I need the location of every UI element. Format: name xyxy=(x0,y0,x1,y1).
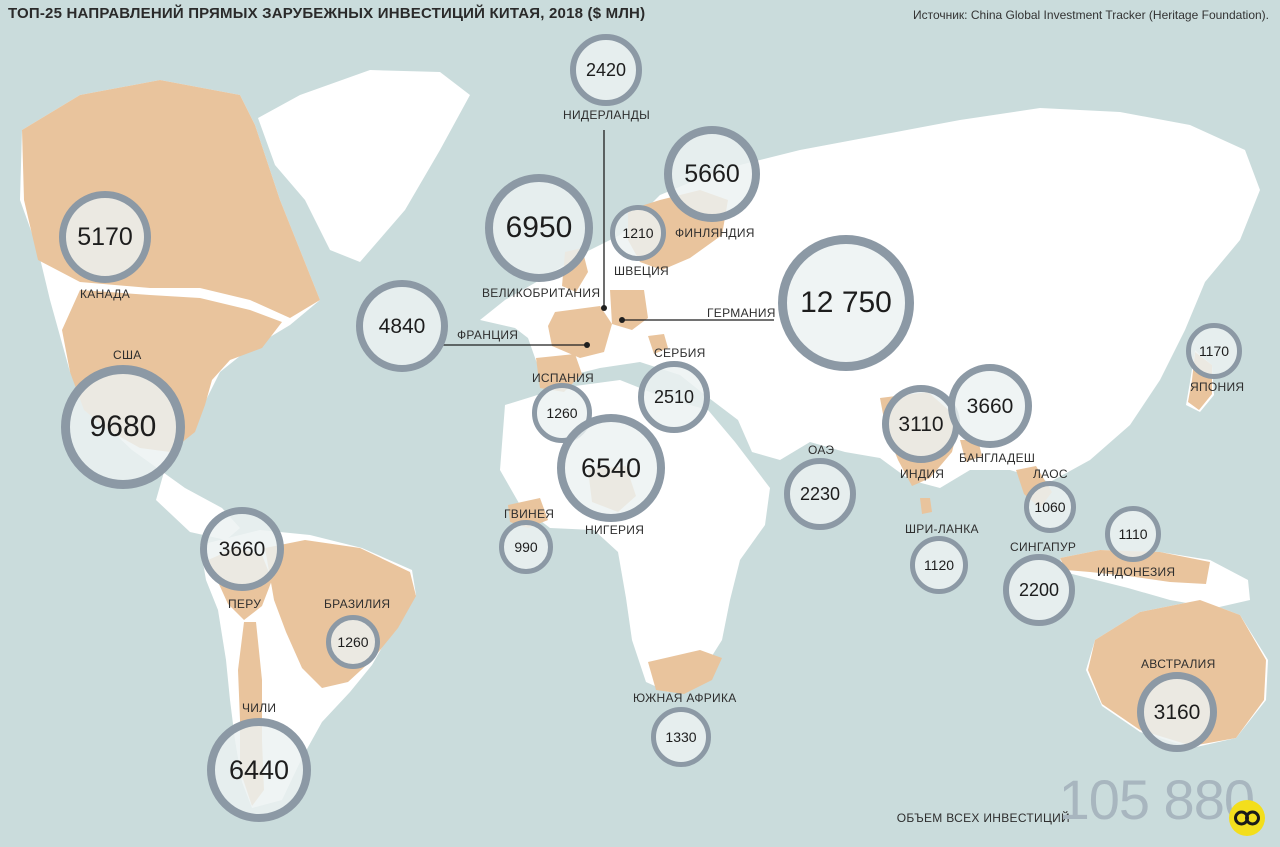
bubble-usa: 9680 xyxy=(61,365,185,489)
bubble-singapore: 2200 xyxy=(1003,554,1075,626)
france-dot xyxy=(584,342,590,348)
bubble-netherlands: 2420 xyxy=(570,34,642,106)
label-nigeria: НИГЕРИЯ xyxy=(585,523,645,537)
bubble-bangladesh: 3660 xyxy=(948,364,1032,448)
label-laos: ЛАОС xyxy=(1033,467,1068,481)
bubble-chile: 6440 xyxy=(207,718,311,822)
bubble-uae: 2230 xyxy=(784,458,856,530)
value-brazil: 1260 xyxy=(337,634,369,650)
label-indonesia: ИНДОНЕЗИЯ xyxy=(1097,565,1176,579)
value-chile: 6440 xyxy=(228,754,290,785)
label-guinea: ГВИНЕЯ xyxy=(504,507,555,521)
leader-lines xyxy=(440,130,774,346)
value-peru: 3660 xyxy=(218,537,266,561)
label-singapore: СИНГАПУР xyxy=(1010,540,1077,554)
label-uae: ОАЭ xyxy=(808,443,835,457)
value-guinea: 990 xyxy=(514,539,538,555)
bubble-peru: 3660 xyxy=(200,507,284,591)
label-spain: ИСПАНИЯ xyxy=(532,371,594,385)
label-finland: ФИНЛЯНДИЯ xyxy=(675,226,755,240)
spain-shape xyxy=(536,354,582,392)
bubble-brazil: 1260 xyxy=(326,615,380,669)
bubble-sri-lanka: 1120 xyxy=(910,536,968,594)
source-note: Источник: China Global Investment Tracke… xyxy=(912,8,1269,22)
value-spain: 1260 xyxy=(546,405,578,421)
value-finland: 5660 xyxy=(684,159,740,188)
value-laos: 1060 xyxy=(1034,499,1066,515)
bubble-guinea: 990 xyxy=(499,520,553,574)
sri-lanka-shape xyxy=(920,498,932,514)
label-usa: США xyxy=(113,348,142,362)
label-south-africa: ЮЖНАЯ АФРИКА xyxy=(633,691,737,705)
value-usa: 9680 xyxy=(89,410,157,443)
total-label: ОБЪЕМ ВСЕХ ИНВЕСТИЦИЙ xyxy=(896,811,1070,825)
bubble-canada: 5170 xyxy=(59,191,151,283)
bubble-south-africa: 1330 xyxy=(651,707,711,767)
label-india: ИНДИЯ xyxy=(900,467,945,481)
serbia-shape xyxy=(648,334,668,354)
value-germany: 12 750 xyxy=(800,286,892,319)
label-netherlands: НИДЕРЛАНДЫ xyxy=(563,108,651,122)
germany-dot xyxy=(619,317,625,323)
value-singapore: 2200 xyxy=(1018,580,1060,600)
value-canada: 5170 xyxy=(77,222,133,251)
bubble-serbia: 2510 xyxy=(638,361,710,433)
bubble-indonesia: 1110 xyxy=(1105,506,1161,562)
bubble-laos: 1060 xyxy=(1024,481,1076,533)
bubble-france: 4840 xyxy=(356,280,448,372)
leader-dots xyxy=(584,305,625,348)
page-title: ТОП-25 НАПРАВЛЕНИЙ ПРЯМЫХ ЗАРУБЕЖНЫХ ИНВ… xyxy=(8,5,646,22)
bubble-finland: 5660 xyxy=(664,126,760,222)
bubble-uk: 6950 xyxy=(485,174,593,282)
bubble-sweden: 1210 xyxy=(610,205,666,261)
publisher-logo-icon xyxy=(1229,800,1265,836)
value-indonesia: 1110 xyxy=(1118,526,1148,542)
value-nigeria: 6540 xyxy=(580,452,642,483)
south-africa-shape xyxy=(648,650,722,694)
bubble-australia: 3160 xyxy=(1137,672,1217,752)
label-bangladesh: БАНГЛАДЕШ xyxy=(959,451,1036,465)
label-canada: КАНАДА xyxy=(80,287,130,301)
label-chile: ЧИЛИ xyxy=(242,701,277,715)
value-netherlands: 2420 xyxy=(585,60,627,80)
value-bangladesh: 3660 xyxy=(966,394,1014,418)
indonesia-shape xyxy=(1060,550,1210,584)
bubble-japan: 1170 xyxy=(1186,323,1242,379)
label-australia: АВСТРАЛИЯ xyxy=(1141,657,1216,671)
label-uk: ВЕЛИКОБРИТАНИЯ xyxy=(482,286,601,300)
greenland xyxy=(258,70,470,262)
label-brazil: БРАЗИЛИЯ xyxy=(324,597,391,611)
netherlands-dot xyxy=(601,305,607,311)
value-france: 4840 xyxy=(378,314,426,338)
label-sri-lanka: ШРИ-ЛАНКА xyxy=(905,522,979,536)
label-serbia: СЕРБИЯ xyxy=(654,346,706,360)
value-sweden: 1210 xyxy=(622,225,654,241)
value-serbia: 2510 xyxy=(653,387,695,407)
value-uk: 6950 xyxy=(505,211,573,244)
value-japan: 1170 xyxy=(1198,343,1230,359)
label-france: ФРАНЦИЯ xyxy=(457,328,519,342)
bubble-germany: 12 750 xyxy=(778,235,914,371)
value-australia: 3160 xyxy=(1153,700,1201,724)
value-uae: 2230 xyxy=(799,484,841,504)
label-japan: ЯПОНИЯ xyxy=(1190,380,1245,394)
value-sri-lanka: 1120 xyxy=(923,557,955,573)
total-value: 105 880 xyxy=(1058,768,1255,831)
label-peru: ПЕРУ xyxy=(228,597,262,611)
label-sweden: ШВЕЦИЯ xyxy=(614,264,669,278)
value-south-africa: 1330 xyxy=(665,729,697,745)
label-germany: ГЕРМАНИЯ xyxy=(707,306,776,320)
value-india: 3110 xyxy=(898,412,944,436)
bubble-nigeria: 6540 xyxy=(557,414,665,522)
